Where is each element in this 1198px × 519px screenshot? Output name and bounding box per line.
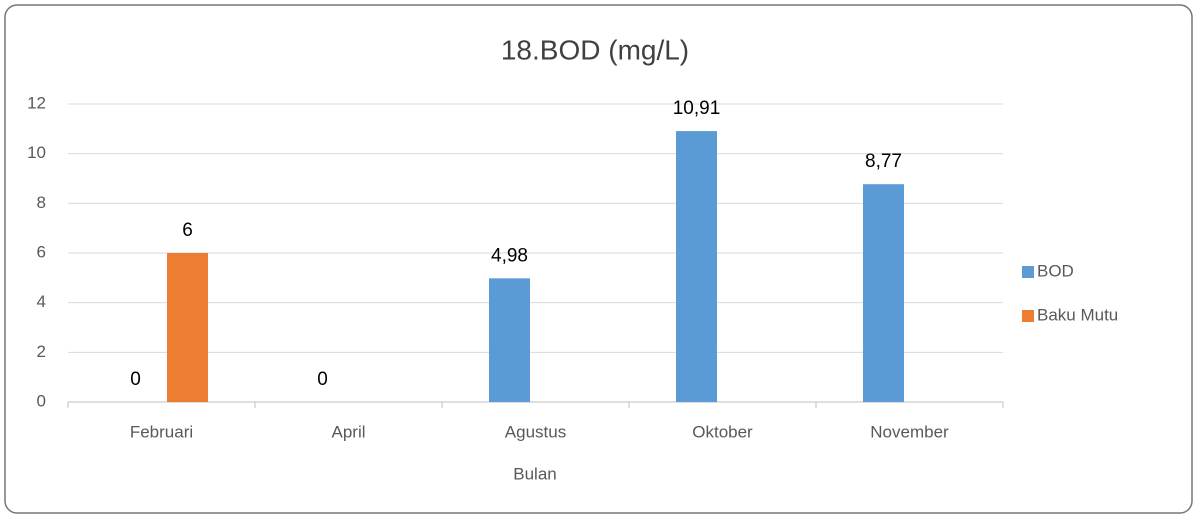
data-label: 8,77	[865, 151, 902, 172]
y-tick-label: 4	[37, 292, 46, 311]
x-tick-label: Agustus	[505, 422, 566, 441]
data-label: 4,98	[491, 245, 528, 266]
x-tick-label: Februari	[130, 422, 193, 441]
legend-key	[1022, 310, 1034, 322]
bar	[167, 253, 208, 402]
y-tick-label: 6	[37, 242, 46, 261]
chart-title: 18.BOD (mg/L)	[501, 34, 689, 65]
data-label: 0	[130, 369, 141, 390]
bar	[676, 131, 717, 402]
x-tick-label: Oktober	[692, 422, 753, 441]
x-tick-label: April	[331, 422, 365, 441]
data-label: 10,91	[673, 98, 721, 119]
legend-label: Baku Mutu	[1037, 305, 1118, 324]
bar	[863, 184, 904, 402]
y-tick-label: 0	[37, 391, 46, 410]
x-axis-title: Bulan	[513, 464, 556, 483]
y-tick-label: 10	[27, 143, 46, 162]
legend-key	[1022, 266, 1034, 278]
y-tick-label: 2	[37, 342, 46, 361]
y-tick-label: 8	[37, 193, 46, 212]
bar	[489, 278, 530, 402]
data-label: 6	[182, 220, 193, 241]
y-tick-label: 12	[27, 93, 46, 112]
legend-label: BOD	[1037, 261, 1074, 280]
data-label: 0	[317, 369, 328, 390]
x-tick-label: November	[870, 422, 949, 441]
